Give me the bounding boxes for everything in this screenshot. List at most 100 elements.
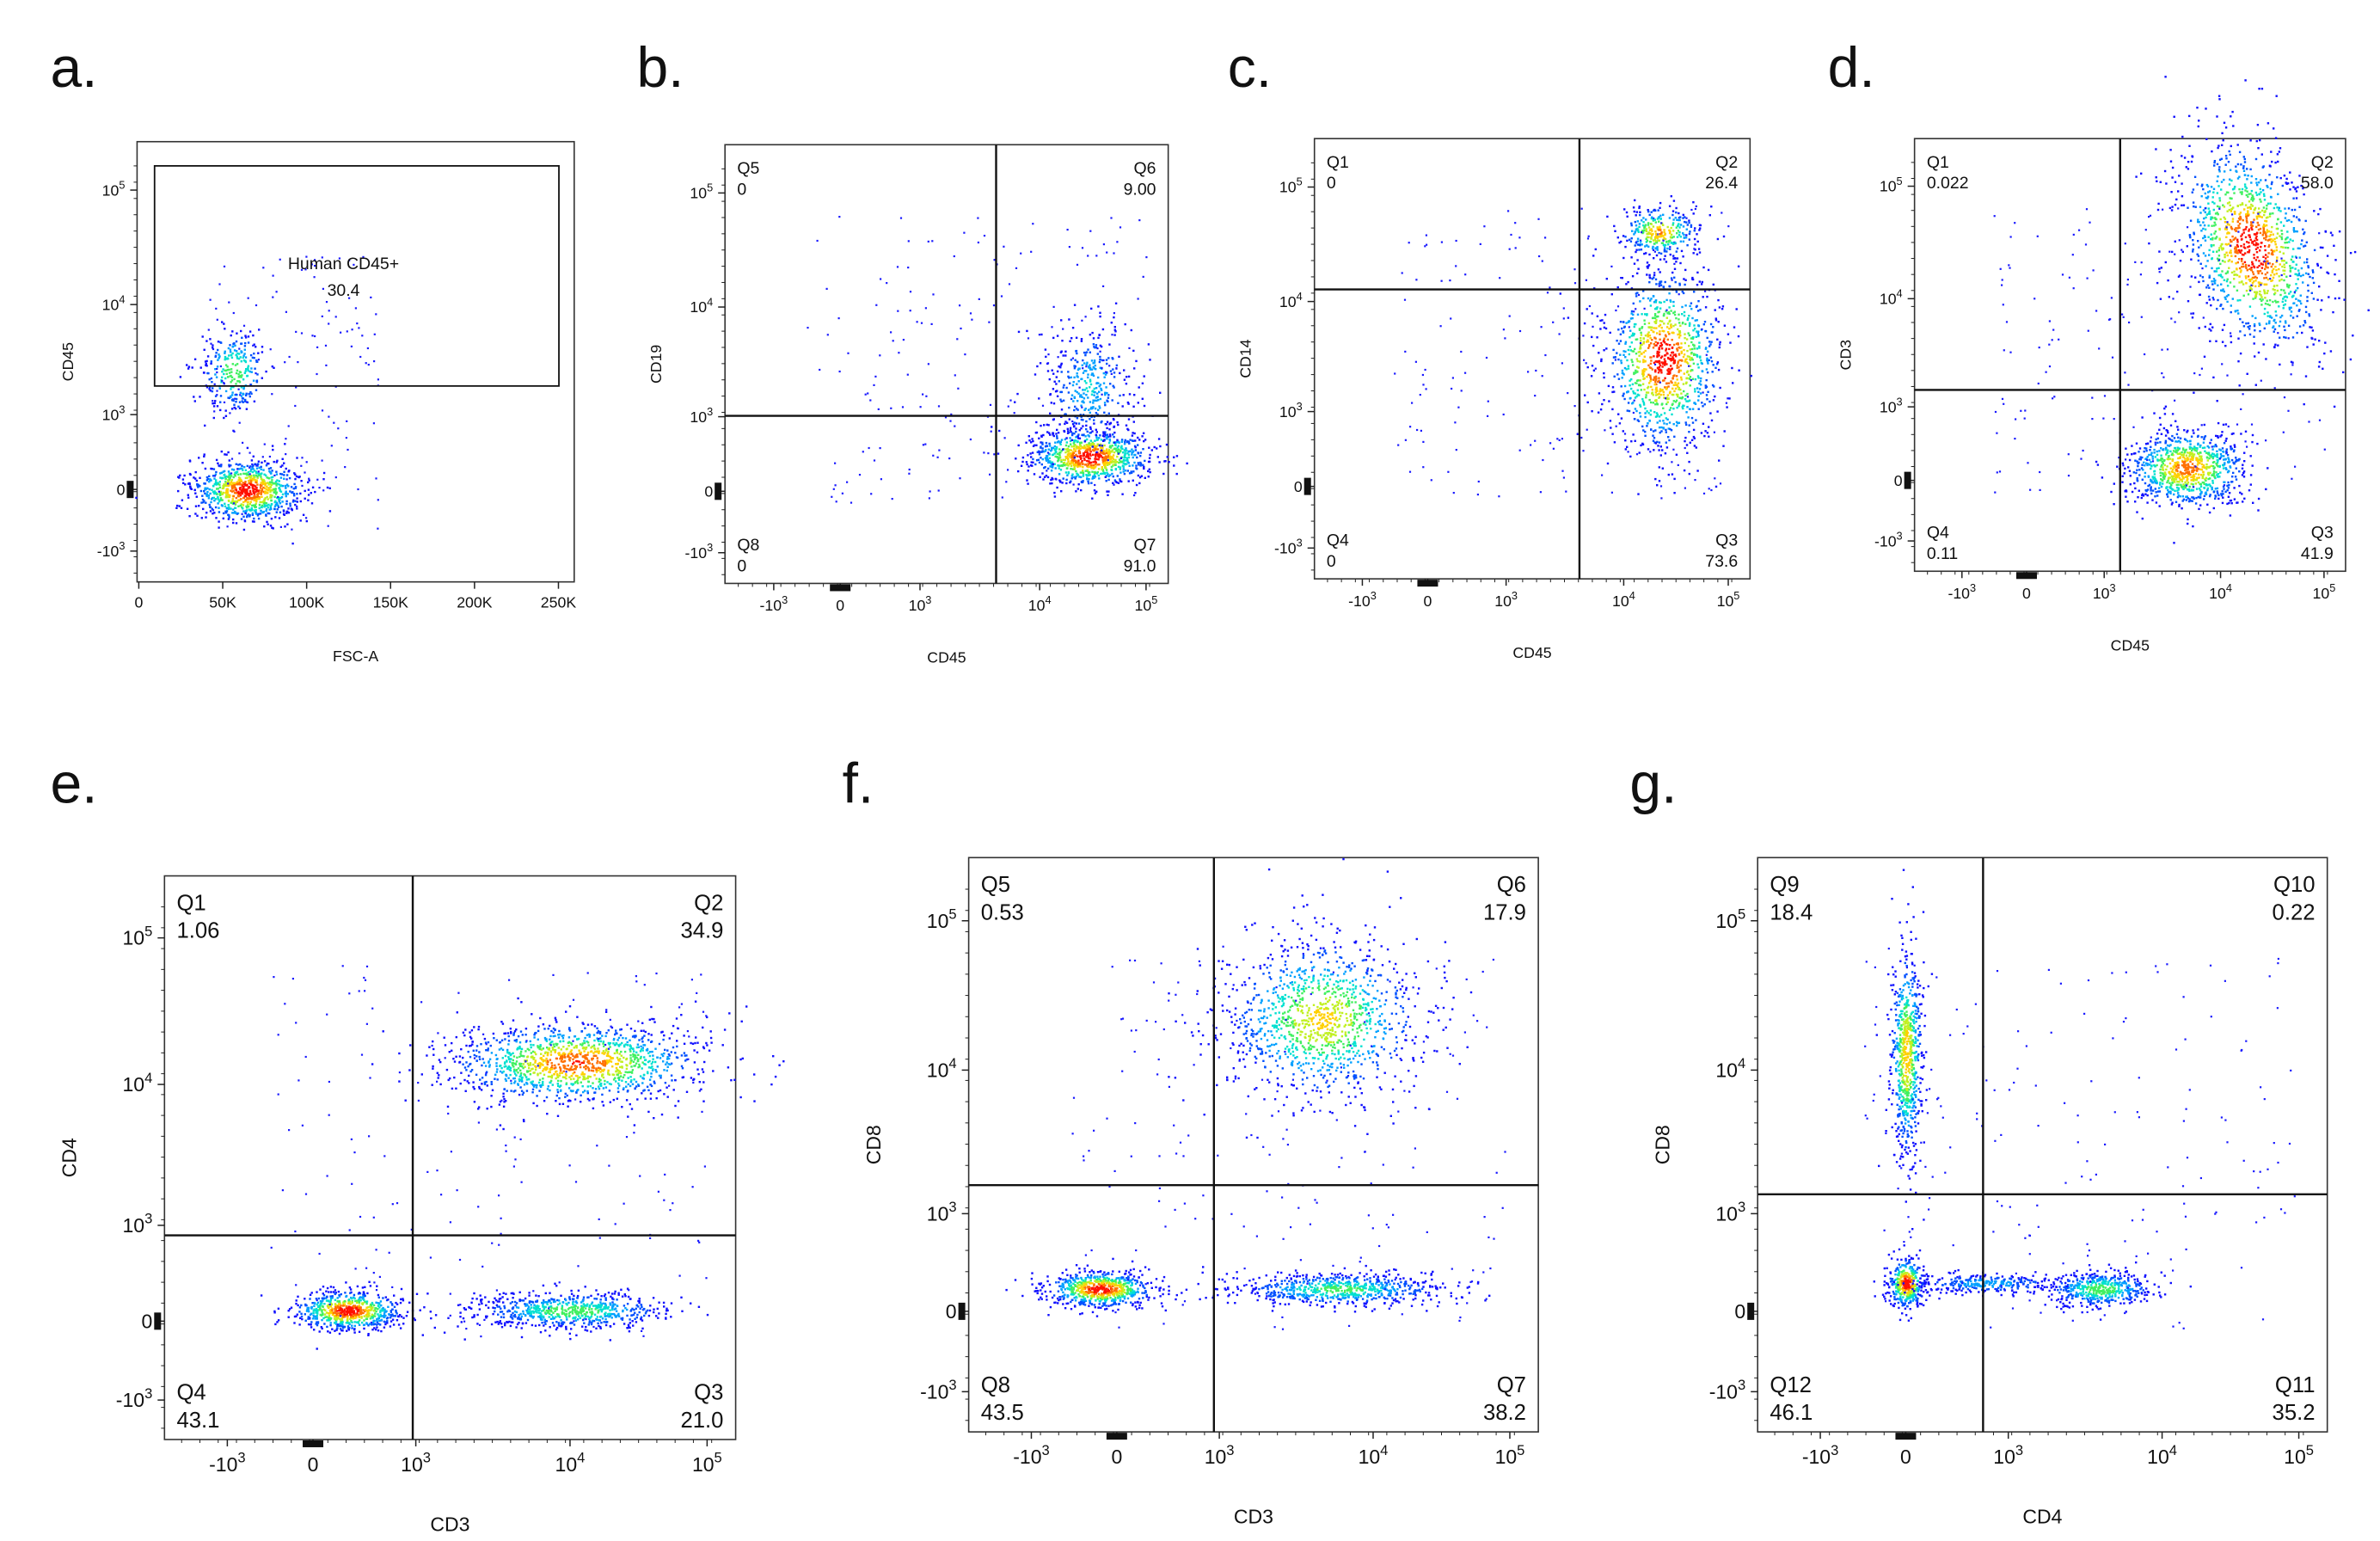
event-dot — [1673, 267, 1677, 270]
event-dot — [1078, 476, 1081, 478]
event-dot — [1565, 490, 1567, 493]
event-dot — [1065, 467, 1069, 470]
event-dot — [1126, 452, 1129, 455]
event-dot — [236, 363, 239, 365]
event-dot — [1123, 472, 1126, 476]
x-tick-label: 104 — [1028, 593, 1052, 614]
event-dot — [1668, 217, 1672, 219]
event-dot — [1108, 445, 1112, 448]
event-dot — [1658, 239, 1660, 242]
event-dot — [238, 452, 241, 455]
event-dot — [1660, 497, 1663, 500]
event-dot — [1606, 215, 1609, 218]
event-dot — [1648, 420, 1651, 422]
event-dot — [225, 475, 228, 478]
event-dot — [1114, 302, 1118, 304]
event-dot — [267, 483, 270, 486]
event-dot — [255, 304, 258, 307]
event-dot — [1622, 321, 1625, 323]
event-dot — [1656, 440, 1659, 444]
event-dot — [245, 489, 248, 493]
event-dot — [1137, 444, 1139, 446]
panel-letter: d. — [1828, 35, 1875, 99]
event-dot — [1457, 406, 1460, 408]
event-dot — [978, 298, 980, 300]
event-dot — [1583, 322, 1586, 325]
event-dot — [1046, 362, 1050, 365]
event-dot — [1684, 360, 1686, 363]
event-dot — [1714, 485, 1718, 488]
event-dot — [1101, 470, 1105, 472]
event-dot — [242, 354, 245, 357]
event-dot — [2244, 263, 2248, 267]
event-dot — [1710, 419, 1714, 422]
event-dot — [964, 353, 966, 356]
event-dot — [1039, 476, 1041, 478]
event-dot — [1682, 292, 1685, 295]
event-dot — [227, 396, 230, 399]
event-dot — [249, 359, 252, 362]
x-tick-label: 200K — [457, 593, 493, 611]
event-dot — [227, 507, 230, 510]
event-dot — [235, 371, 238, 375]
event-dot — [1722, 235, 1726, 238]
event-dot — [1656, 403, 1659, 406]
event-dot — [1132, 464, 1134, 467]
event-dot — [1648, 229, 1652, 231]
event-dot — [2275, 301, 2278, 304]
event-dot — [259, 500, 261, 503]
event-dot — [1107, 478, 1110, 482]
event-dot — [1411, 402, 1414, 404]
event-dot — [1641, 425, 1644, 428]
event-dot — [1617, 413, 1620, 415]
event-dot — [1088, 477, 1090, 481]
event-dot — [2263, 327, 2266, 330]
event-dot — [1723, 430, 1726, 433]
event-dot — [1623, 384, 1627, 388]
event-dot — [1668, 231, 1672, 235]
event-dot — [1055, 376, 1058, 378]
event-dot — [1108, 457, 1111, 460]
event-dot — [1083, 392, 1085, 395]
event-dot — [1675, 261, 1678, 263]
event-dot — [1678, 421, 1681, 424]
event-dot — [250, 371, 253, 373]
event-dot — [1067, 454, 1070, 457]
event-dot — [1669, 248, 1672, 250]
event-dot — [223, 322, 225, 325]
event-dot — [1710, 341, 1713, 343]
event-dot — [2291, 296, 2294, 298]
event-dot — [1134, 446, 1137, 449]
event-dot — [1675, 291, 1678, 293]
event-dot — [194, 513, 197, 515]
event-dot — [1046, 457, 1048, 459]
event-dot — [236, 355, 238, 358]
event-dot — [246, 507, 248, 509]
quadrant-name: Q7 — [1134, 536, 1156, 555]
event-dot — [1654, 399, 1657, 402]
event-dot — [1050, 402, 1052, 404]
event-dot — [1702, 492, 1706, 494]
event-dot — [2258, 322, 2260, 325]
event-dot — [1093, 359, 1096, 362]
event-dot — [1685, 228, 1688, 230]
event-dot — [1663, 361, 1665, 364]
event-dot — [1686, 451, 1689, 454]
event-dot — [896, 266, 899, 268]
event-dot — [241, 467, 243, 470]
event-dot — [2216, 115, 2218, 118]
event-dot — [1672, 358, 1675, 360]
event-dot — [1077, 437, 1080, 439]
event-dot — [1674, 217, 1677, 219]
event-dot — [1638, 328, 1641, 330]
event-dot — [1620, 240, 1622, 243]
event-dot — [925, 395, 928, 397]
event-dot — [1057, 432, 1060, 434]
event-dot — [241, 400, 243, 402]
event-dot — [2244, 275, 2248, 278]
event-dot — [218, 353, 220, 356]
event-dot — [1684, 333, 1686, 335]
event-dot — [1032, 439, 1034, 443]
event-dot — [1701, 328, 1703, 330]
event-dot — [1073, 468, 1076, 470]
